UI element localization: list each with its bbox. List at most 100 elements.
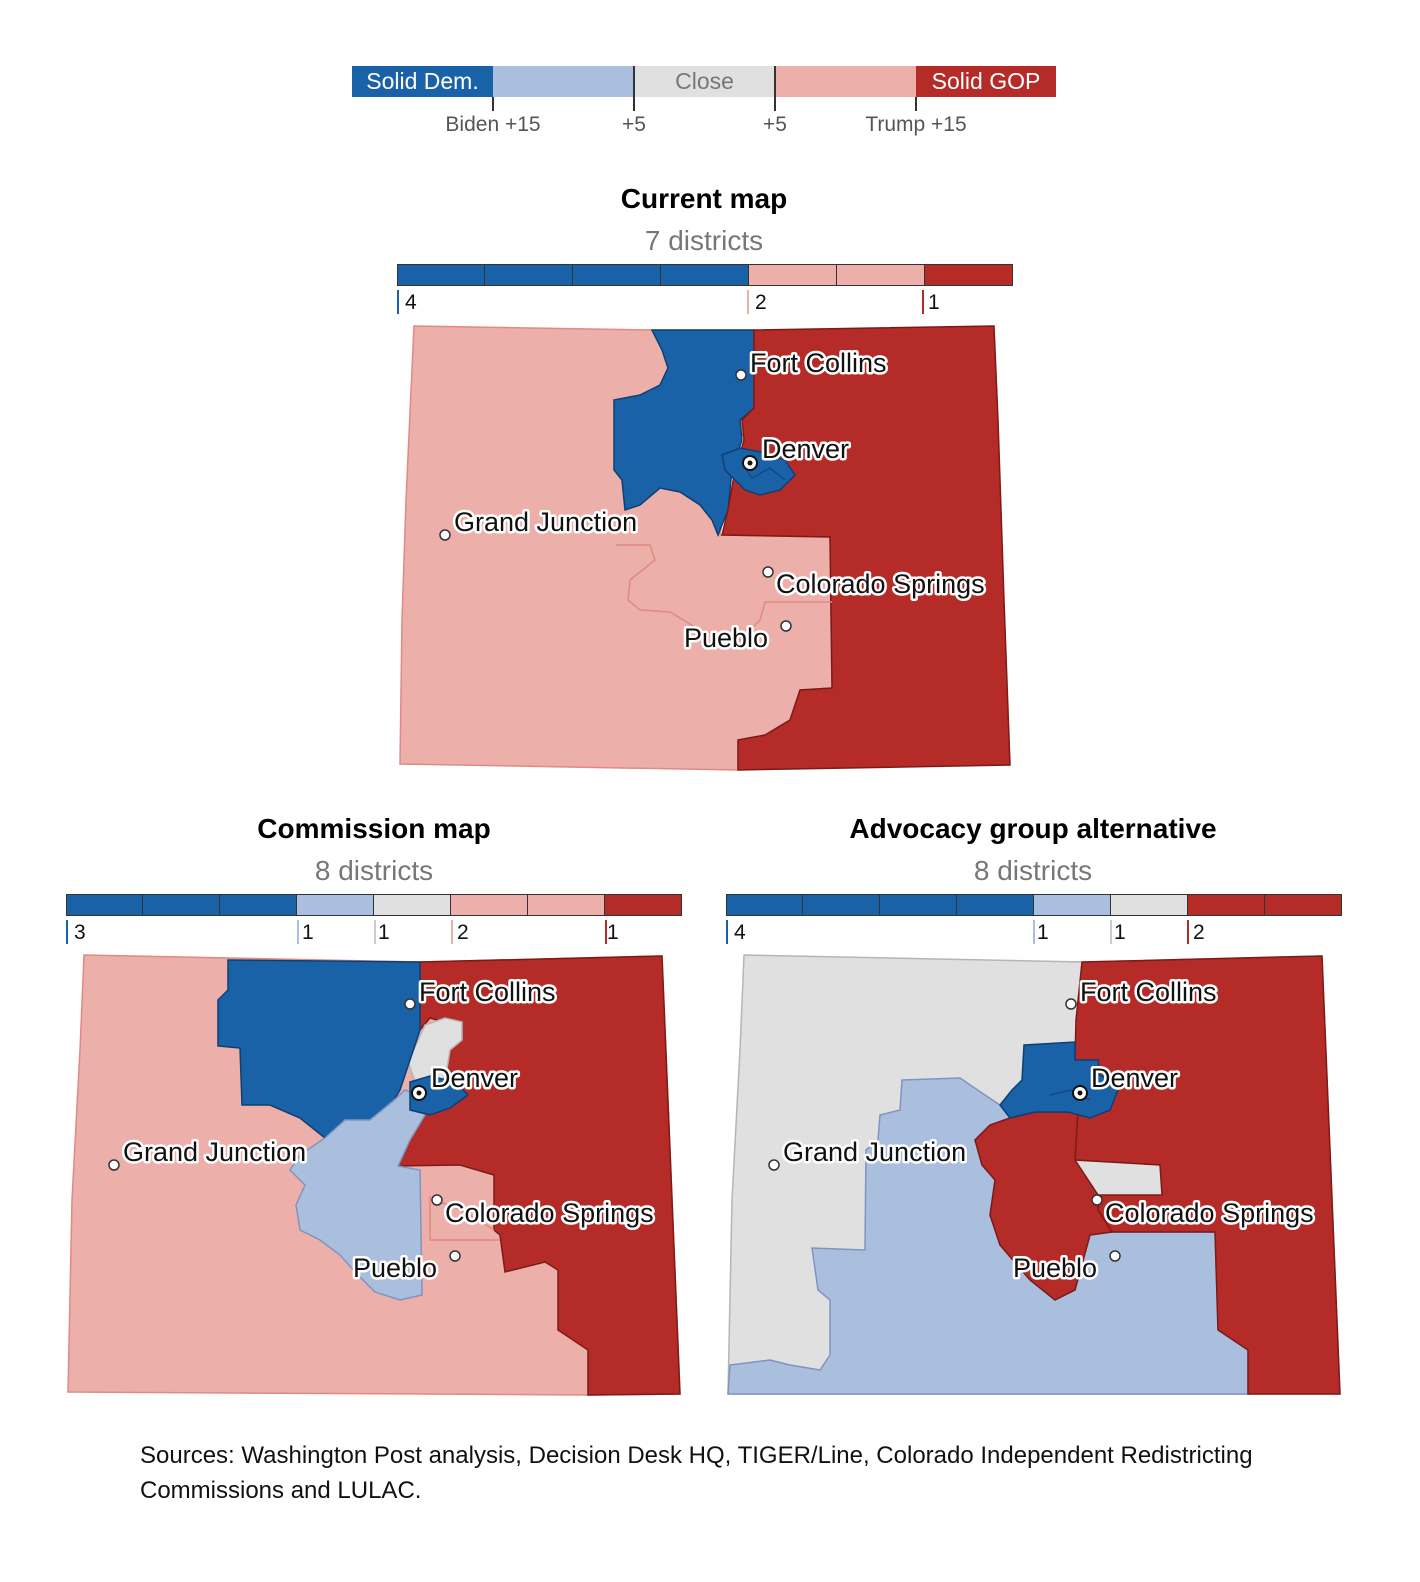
count-tick [922,290,924,314]
count-label-lean-dem: 1 [302,921,314,944]
district-cell [925,264,1013,286]
count-tick [1187,920,1189,944]
city-label-denver: Denver [431,1063,518,1093]
city-marker-colorado-springs [431,1194,443,1206]
count-label-solid-gop: 1 [928,291,940,314]
district-cell [803,894,880,916]
count-label-lean-gop: 2 [457,921,469,944]
legend-tick-label: +5 [763,113,787,136]
count-label-lean-dem: 1 [1037,921,1049,944]
city-marker-denver-dot [747,460,753,466]
city-marker-fort-collins [1065,998,1077,1010]
count-tick [451,920,453,944]
count-tick [66,920,68,944]
city-label-colorado-springs: Colorado Springs [776,569,985,599]
district-cell [143,894,220,916]
count-label-solid-gop: 2 [1193,921,1205,944]
district-cell [1265,894,1342,916]
count-tick [1110,920,1112,944]
city-label-pueblo: Pueblo [353,1253,437,1283]
district-cell [485,264,573,286]
city-label-pueblo: Pueblo [684,623,768,653]
legend-tick-label: Biden +15 [445,113,541,136]
count-label-solid-gop: 1 [607,921,619,944]
district-cell [1034,894,1111,916]
city-marker-grand-junction [108,1159,120,1171]
sources-note: Sources: Washington Post analysis, Decis… [140,1442,1253,1504]
city-marker-pueblo [780,620,792,632]
district-cell [837,264,925,286]
city-marker-fort-collins [404,998,416,1010]
district-cell [297,894,374,916]
count-tick [397,290,399,314]
district-solid-dem-denver [409,1075,470,1116]
district-count-bar [66,894,682,916]
count-label-close: 1 [378,921,390,944]
city-marker-colorado-springs [1091,1194,1103,1206]
district-cell [957,894,1034,916]
count-label-solid-dem: 4 [405,291,417,314]
district-cell [749,264,837,286]
district-solid-dem-denver [721,447,796,496]
district-cell [528,894,605,916]
district-cell [1111,894,1188,916]
count-tick [747,290,749,314]
legend-label-solid-gop: Solid GOP [931,68,1041,94]
legend-tick [915,97,917,111]
legend-tick [492,97,494,111]
district-map-commission: Fort Collins Denver Grand Junction Color… [67,954,681,1396]
panel-subtitle: 8 districts [314,855,434,886]
count-label-lean-gop: 2 [755,291,767,314]
city-label-fort-collins: Fort Collins [750,348,887,378]
district-solid-gop-east [721,325,1011,771]
district-cell [220,894,297,916]
district-solid-dem-north [613,329,755,538]
city-marker-denver-dot [416,1090,422,1096]
city-marker-pueblo [1109,1250,1121,1262]
legend-tick [774,66,776,111]
district-cell [66,894,143,916]
count-tick [1033,920,1035,944]
city-marker-grand-junction [768,1159,780,1171]
panel-subtitle: 7 districts [644,225,764,256]
city-marker-colorado-springs [762,566,774,578]
count-tick [374,920,376,944]
count-tick [605,920,607,944]
legend-swatch-solid-gop [916,66,1056,97]
city-label-colorado-springs: Colorado Springs [445,1198,654,1228]
count-label-solid-dem: 4 [734,921,746,944]
count-tick [297,920,299,944]
city-label-grand-junction: Grand Junction [454,507,637,537]
city-label-pueblo: Pueblo [1013,1253,1097,1283]
legend-label-solid-dem: Solid Dem. [366,68,479,94]
district-lean-dem-central [289,1089,426,1301]
legend-swatch-solid-dem [352,66,493,97]
panel-subtitle: 8 districts [973,855,1093,886]
panel-title: Commission map [257,813,491,844]
district-close-north [407,1017,463,1093]
district-cell [726,894,803,916]
city-marker-pueblo [449,1250,461,1262]
district-solid-dem-metro [999,1041,1121,1119]
city-marker-fort-collins [735,369,747,381]
city-marker-denver-dot [1077,1090,1083,1096]
district-boundary [429,1196,500,1241]
district-count-bar [397,264,1013,286]
city-label-grand-junction: Grand Junction [783,1137,966,1167]
district-cell [880,894,957,916]
district-map-advocacy: Fort Collins Denver Grand Junction Color… [727,954,1341,1395]
district-cell [1188,894,1265,916]
legend-label-close: Close [675,68,734,94]
district-cell [605,894,682,916]
city-label-fort-collins: Fort Collins [419,977,556,1007]
district-count-bar [726,894,1342,916]
district-cell [451,894,528,916]
city-label-grand-junction: Grand Junction [123,1137,306,1167]
legend-swatch-close [634,66,775,97]
legend-tick-label: Trump +15 [865,113,967,136]
panel-title: Current map [620,183,788,214]
city-label-fort-collins: Fort Collins [1080,977,1217,1007]
legend-swatch-lean-gop [775,66,916,97]
district-cell [374,894,451,916]
legend-swatch-lean-dem [493,66,634,97]
